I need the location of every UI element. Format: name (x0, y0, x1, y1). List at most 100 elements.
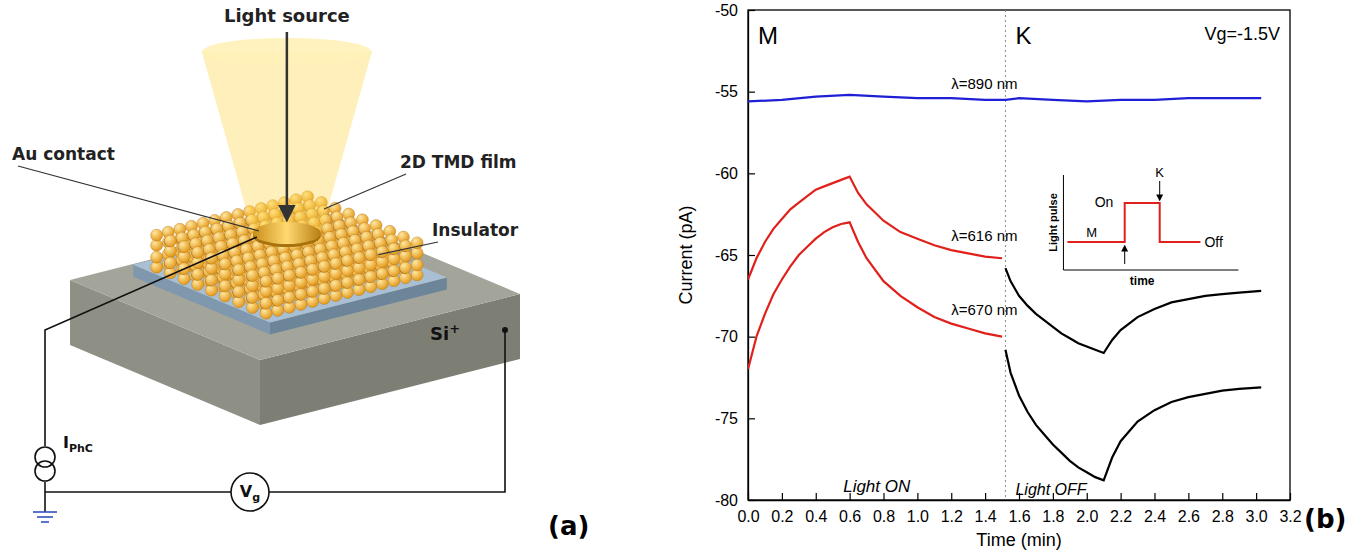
plot-frame (748, 10, 1290, 500)
chalcogen-atom (192, 246, 204, 258)
tick-mark (748, 255, 755, 256)
inset-label: Off (1204, 234, 1223, 250)
tick-label: -55 (715, 83, 738, 100)
tick-mark (816, 493, 817, 500)
tick: -50 (715, 2, 755, 19)
series-line (1005, 268, 1261, 353)
tick: -75 (715, 410, 755, 427)
substrate-label-main: Si (430, 323, 449, 344)
chalcogen-atom (260, 275, 272, 287)
tick-label: 2.4 (1144, 508, 1166, 525)
chalcogen-atom (164, 257, 176, 269)
substrate-label: Si+ (430, 321, 460, 344)
wire (269, 330, 505, 492)
substrate-label-sup: + (449, 321, 460, 336)
x-axis-title: Time (min) (976, 530, 1061, 550)
phase-marker: M (758, 22, 778, 49)
chalcogen-atom (151, 229, 163, 241)
tick-mark (1290, 493, 1291, 500)
tick-label: -70 (715, 328, 738, 345)
chalcogen-atom (205, 274, 217, 286)
au-contact (253, 222, 321, 244)
tick-label: 0.6 (839, 508, 861, 525)
tick-label: 1.8 (1042, 508, 1064, 525)
tick: 3.0 (1246, 493, 1268, 525)
figure: Light sourceAu contact2D TMD filmInsulat… (0, 0, 1361, 552)
inset-axis (1063, 270, 1238, 271)
current-source-label: IPhC (63, 433, 93, 455)
tick-label: 1.6 (1008, 508, 1030, 525)
tick-mark (951, 493, 952, 500)
tick: 2.2 (1110, 493, 1132, 525)
tick: -60 (715, 165, 755, 182)
tick-mark (748, 92, 755, 93)
phase-marker: K (1015, 22, 1031, 49)
inset-axis-title: time (1130, 274, 1155, 288)
tick-label: 0.2 (771, 508, 793, 525)
au-contact-label: Au contact (12, 144, 115, 164)
tick-mark (748, 500, 755, 501)
chalcogen-atom (295, 266, 307, 278)
tick: 0.6 (839, 493, 861, 525)
tick-mark (1087, 493, 1088, 500)
tick-label: -50 (715, 2, 738, 19)
chalcogen-atom (376, 268, 388, 280)
tick: 0.4 (805, 493, 827, 525)
tick-label: 2.6 (1178, 508, 1200, 525)
chalcogen-atom (399, 262, 411, 274)
chalcogen-atom (272, 294, 284, 306)
chalcogen-atom (164, 235, 176, 247)
tick-label: 3.0 (1246, 508, 1268, 525)
y-axis: -80-75-70-65-60-55-50 (715, 2, 755, 509)
tick-label: -60 (715, 165, 738, 182)
chalcogen-atom (388, 265, 400, 277)
tick: -55 (715, 83, 755, 100)
y-axis-title: Current (pA) (676, 205, 696, 304)
chalcogen-atom (219, 280, 231, 292)
tick-label: 1.2 (941, 508, 963, 525)
voltage-source (231, 473, 269, 511)
series-label: λ=616 nm (951, 227, 1017, 244)
chalcogen-atom (365, 249, 377, 261)
chalcogen-atom (318, 282, 330, 294)
tick-mark (1121, 493, 1122, 500)
substrate-top-face (70, 214, 520, 360)
tick-label: 2.0 (1076, 508, 1098, 525)
insulator-label: Insulator (432, 220, 519, 240)
tick-label: -80 (715, 492, 738, 509)
chalcogen-atom (295, 288, 307, 300)
inset-pulse (1067, 203, 1200, 242)
tick: 2.4 (1144, 493, 1166, 525)
chalcogen-atom (307, 285, 319, 297)
wire-junction (502, 327, 508, 333)
inset-arrow (1159, 181, 1160, 200)
voltage-source-label: Vg (240, 482, 260, 504)
series-line (748, 95, 1261, 102)
tick-label: 0.8 (873, 508, 895, 525)
tick-label: 3.2 (1279, 508, 1301, 525)
tick: -80 (715, 492, 755, 509)
chalcogen-atom (246, 269, 258, 281)
tick-mark (1188, 493, 1189, 500)
leader-line (18, 166, 259, 231)
chalcogen-atom (341, 277, 353, 289)
series-line (748, 222, 1002, 369)
wire (45, 237, 257, 446)
ground (33, 511, 57, 513)
film-label: 2D TMD film (400, 152, 517, 172)
chalcogen-atom (330, 280, 342, 292)
series-label: λ=670 nm (951, 301, 1017, 318)
tick: 2.8 (1212, 493, 1234, 525)
tick-label: -75 (715, 410, 738, 427)
chalcogen-atom (318, 260, 330, 272)
chalcogen-atom (341, 255, 353, 267)
tick-label: 1.0 (907, 508, 929, 525)
chalcogen-atom (283, 291, 295, 303)
panel-b: 0.00.20.40.60.81.01.21.41.61.82.02.22.42… (676, 2, 1346, 550)
chalcogen-atom (219, 258, 231, 270)
tick: 3.2 (1279, 493, 1301, 525)
voltage-sub: g (252, 491, 260, 504)
chalcogen-atom (246, 291, 258, 303)
light-arrow (286, 32, 289, 219)
axis-line (749, 500, 1291, 501)
